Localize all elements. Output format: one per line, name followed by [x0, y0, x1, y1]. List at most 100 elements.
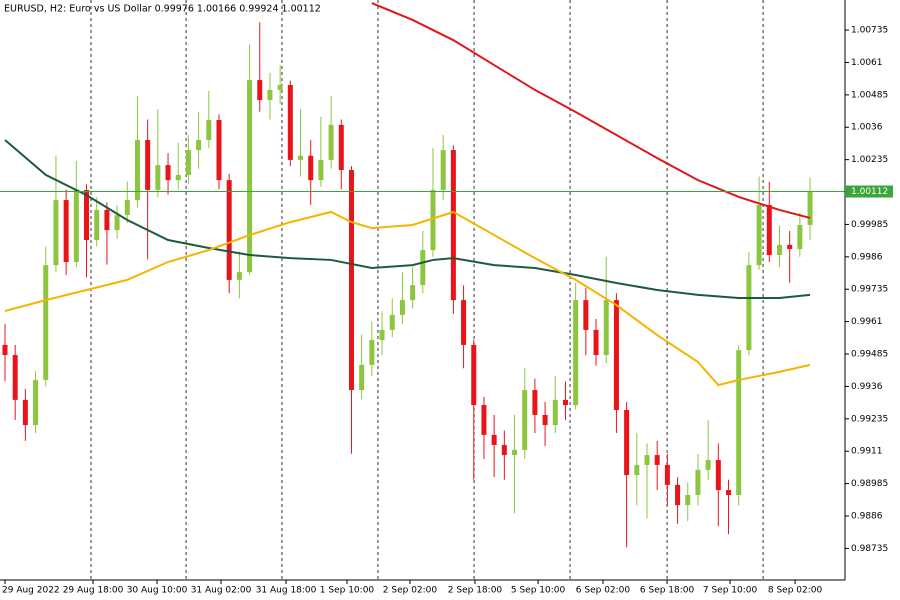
candle-body [644, 455, 650, 465]
candle-body [481, 405, 487, 435]
moving-average-line [4, 139, 811, 300]
candle-body [522, 390, 528, 450]
candle-body [22, 399, 28, 426]
candle-body [726, 490, 732, 495]
x-tick-label: 30 Aug 10:00 [127, 586, 188, 596]
axes: 0.98735 0.9886 0.98985 0.9911 0.99235 0.9936 0… [2, 26, 893, 596]
moving-average-line [4, 210, 811, 387]
x-tick-label: 6 Sep 18:00 [640, 586, 695, 596]
last-price-label: 1.00112 [851, 187, 888, 197]
candle-body [134, 139, 140, 201]
candle-body [654, 455, 660, 465]
candle-body [175, 174, 181, 181]
candle-body [257, 80, 263, 101]
candle-body [287, 85, 293, 160]
x-tick-label: 2 Sep 18:00 [448, 586, 503, 596]
candle-body [2, 344, 8, 356]
candle-body [634, 464, 640, 476]
candle-body [797, 224, 803, 250]
candle-body [114, 215, 120, 231]
y-tick-label: 0.98985 [851, 479, 888, 489]
candle-body [512, 449, 518, 456]
x-tick-label: 1 Sep 10:00 [320, 586, 375, 596]
chart-title: EURUSD, H2: Euro vs US Dollar 0.99976 1.… [4, 4, 321, 15]
x-tick-label: 29 Aug 2022 [2, 586, 60, 596]
candle-body [12, 355, 18, 400]
candle-body [562, 399, 568, 406]
y-tick-label: 0.99985 [851, 220, 888, 230]
candle-body [63, 200, 69, 263]
candle-body [318, 159, 324, 181]
candle-body [369, 340, 375, 365]
candle-body [552, 399, 558, 426]
y-tick-label: 1.0036 [851, 123, 883, 133]
y-tick-label: 0.9936 [851, 382, 883, 392]
y-tick-label: 0.9986 [851, 252, 883, 262]
candle-body [776, 244, 782, 256]
candle-body [247, 80, 253, 273]
y-tick-label: 0.9911 [851, 447, 883, 457]
y-tick-label: 1.0061 [851, 58, 883, 68]
candle-body [410, 285, 416, 301]
candle-body [675, 484, 681, 506]
candle-body [532, 390, 538, 415]
candle-body [603, 300, 609, 356]
candle-body [84, 189, 90, 240]
x-tick-label: 8 Sep 02:00 [768, 586, 823, 596]
candle-body [216, 119, 222, 181]
candle-body [359, 364, 365, 391]
candle-body [226, 180, 232, 280]
candle-body [624, 409, 630, 476]
plot-area [0, 2, 845, 548]
x-tick-label: 6 Sep 02:00 [576, 586, 631, 596]
y-tick-label: 1.00735 [851, 26, 888, 36]
candle-body [491, 434, 497, 445]
y-tick-label: 0.9961 [851, 317, 883, 327]
candle-body [338, 124, 344, 171]
y-tick-label: 1.00235 [851, 155, 888, 165]
x-tick-label: 31 Aug 18:00 [256, 586, 317, 596]
y-tick-label: 0.99485 [851, 350, 888, 360]
candle-body [124, 200, 130, 216]
candle-body [705, 460, 711, 470]
candle-body [461, 300, 467, 345]
candle-body [715, 460, 721, 491]
candle-body [471, 344, 477, 406]
candle-body [664, 464, 670, 485]
candle-body [185, 150, 191, 175]
grid [90, 0, 764, 580]
candle-body [43, 265, 49, 380]
moving-average-line [371, 2, 811, 219]
candle-body [420, 250, 426, 286]
candle-body [206, 119, 212, 140]
candle-body [573, 300, 579, 406]
candle-body [104, 209, 110, 231]
candle-body [328, 124, 334, 160]
candle-body [440, 150, 446, 190]
y-tick-label: 1.00485 [851, 90, 888, 100]
candle-body [756, 204, 762, 266]
candle-body [348, 170, 354, 391]
candle-body [196, 139, 202, 151]
candle-body [613, 300, 619, 410]
candle-body [145, 139, 151, 190]
y-tick-label: 0.99735 [851, 285, 888, 295]
candle-body [542, 414, 548, 426]
candle-body [807, 191, 813, 225]
candle-body [236, 272, 242, 280]
y-tick-label: 0.98735 [851, 544, 888, 554]
candle-body [298, 155, 304, 160]
x-tick-label: 31 Aug 02:00 [191, 586, 252, 596]
candle-body [379, 329, 385, 341]
candle-body [766, 204, 772, 256]
candle-body [787, 244, 793, 250]
last-price-box [845, 185, 893, 198]
candle-body [399, 300, 405, 315]
candle-body [736, 350, 742, 495]
candle-body [389, 314, 395, 330]
candle-body [267, 89, 273, 101]
y-tick-label: 0.99235 [851, 414, 888, 424]
candle-body [33, 379, 39, 426]
y-tick-label: 0.9886 [851, 511, 883, 521]
